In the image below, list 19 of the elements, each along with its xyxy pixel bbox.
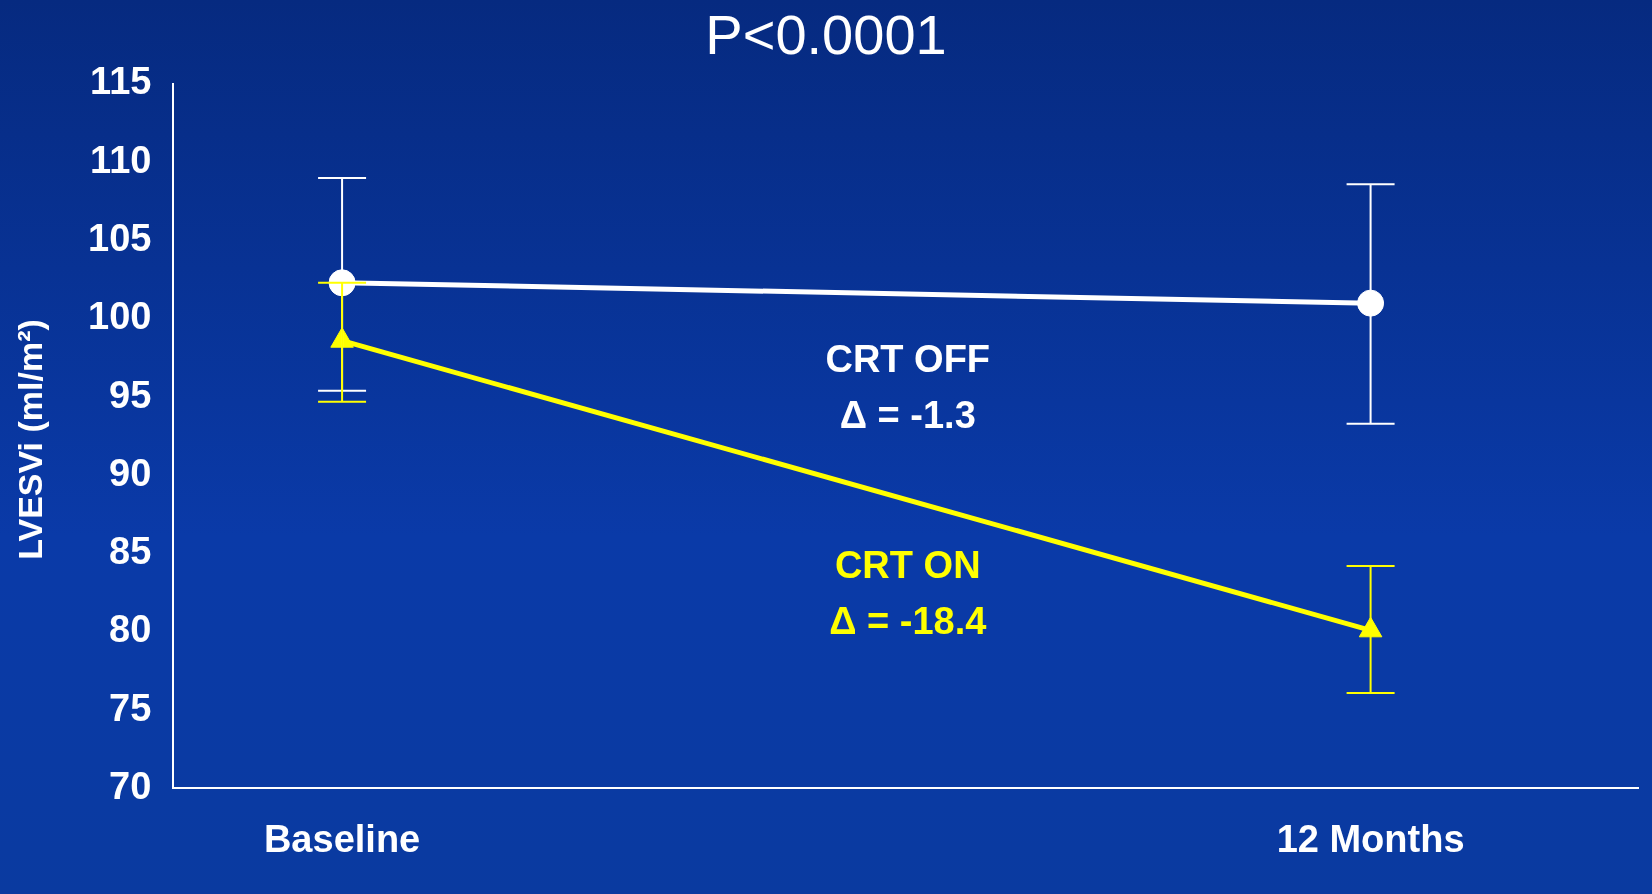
annotation: Δ = -1.3 [839, 393, 976, 436]
y-tick-label: 80 [109, 608, 152, 651]
y-tick-label: 110 [90, 138, 152, 181]
series-label: CRT OFF [825, 337, 991, 380]
annotation: Δ = -18.4 [829, 599, 987, 642]
y-axis-title: LVESVi (ml/m²) [10, 318, 50, 562]
x-tick-label: 12 Months [1276, 817, 1465, 860]
y-tick-label: 95 [109, 373, 152, 416]
x-tick-label: Baseline [263, 817, 421, 860]
series-label: CRT ON [834, 543, 981, 586]
chart-title: P<0.0001 [705, 3, 947, 66]
y-tick-label: 105 [88, 217, 152, 260]
y-tick-label: 100 [88, 295, 152, 338]
y-tick-label: 85 [109, 530, 152, 573]
point [1357, 289, 1385, 317]
y-tick-label: 70 [109, 764, 152, 807]
y-tick-label: 75 [109, 686, 152, 729]
y-tick-label: 115 [90, 60, 152, 103]
y-tick-label: 90 [109, 451, 152, 494]
